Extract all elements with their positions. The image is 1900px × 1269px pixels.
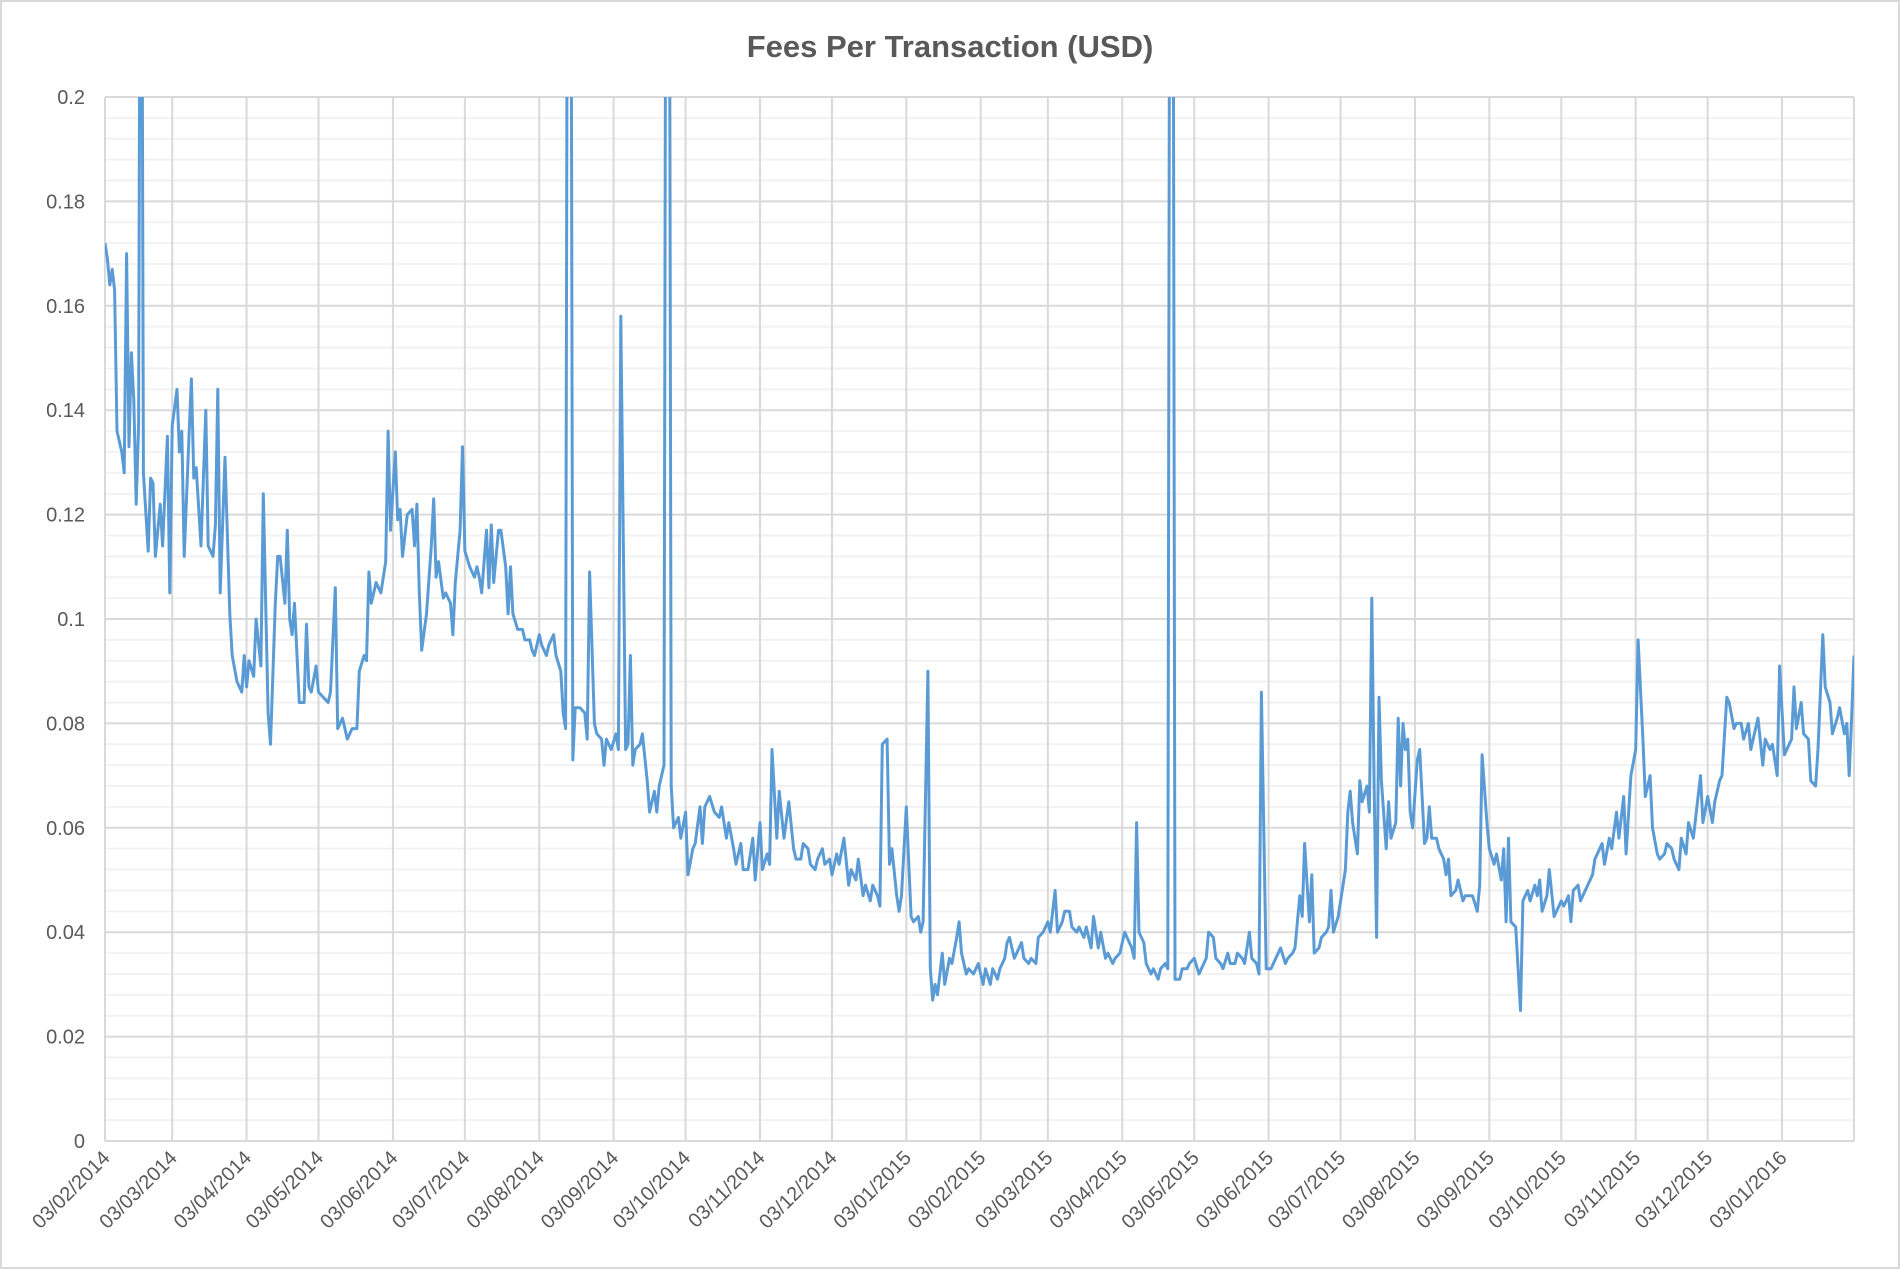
- y-tick-label: 0.02: [46, 1027, 85, 1049]
- series-line: [105, 97, 1854, 1012]
- chart-title: Fees Per Transaction (USD): [747, 29, 1154, 64]
- y-axis-tick-labels: 0 0.02 0.04 0.06 0.08 0.1 0.12 0.14 0.16 0.18 0.2: [46, 87, 85, 1153]
- y-tick-label: 0.1: [57, 609, 85, 631]
- minor-gridlines: [105, 116, 1854, 1122]
- y-tick-label: 0.06: [46, 818, 85, 840]
- y-tick-label: 0.08: [46, 713, 85, 735]
- y-tick-label: 0.18: [46, 191, 85, 213]
- y-tick-label: 0.04: [46, 922, 85, 944]
- y-tick-label: 0: [74, 1131, 85, 1153]
- y-tick-label: 0.16: [46, 296, 85, 318]
- y-tick-label: 0.14: [46, 400, 85, 422]
- y-tick-label: 0.2: [57, 87, 85, 109]
- series-group: [105, 97, 1854, 1012]
- y-tick-label: 0.12: [46, 505, 85, 527]
